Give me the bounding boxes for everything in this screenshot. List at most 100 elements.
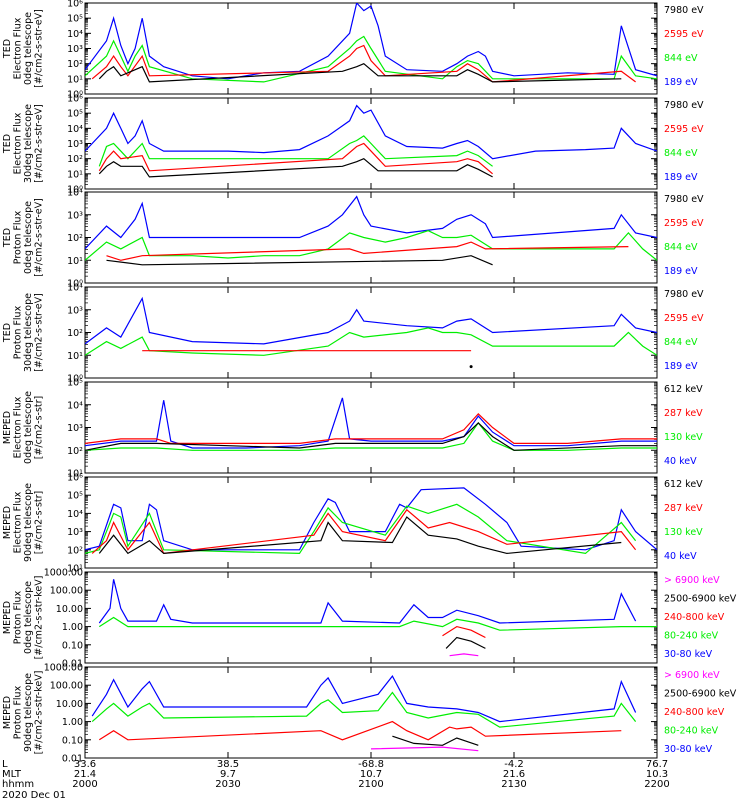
xaxis-row-label-l: L: [2, 759, 8, 770]
series-40-kev: [85, 487, 657, 551]
series-612-kev: [85, 422, 657, 451]
legend-item: 40 keV: [664, 456, 697, 467]
legend-item: 189 eV: [664, 361, 698, 372]
y-axis-label-line: Proton Flux: [13, 685, 24, 739]
legend-item: 7980 eV: [664, 5, 704, 16]
y-axis-label-line: TED: [2, 134, 13, 154]
x-tick-label-hhmm: 2000: [72, 779, 97, 790]
y-axis-label-line: 30deg telescope: [23, 293, 34, 372]
y-tick-label: 10⁶: [67, 0, 83, 10]
y-axis-label: TED Proton Flux 30deg telescope [#/cm2-s-st…: [2, 293, 45, 372]
series-group: [85, 104, 657, 178]
legend-item: > 6900 keV: [664, 670, 720, 681]
y-tick-label: 10¹: [67, 564, 83, 575]
series-40-kev: [85, 397, 657, 449]
y-axis-label-line: 0deg telescope: [23, 581, 34, 654]
legend-item: 2595 eV: [664, 29, 704, 40]
y-tick-label: 10⁴: [67, 400, 83, 411]
y-tick-label: 1000.00: [44, 568, 83, 579]
series-189-ev: [85, 104, 657, 160]
legend-item: 130 keV: [664, 527, 703, 538]
series-130-kev: [85, 503, 637, 555]
y-tick-label: 10¹: [67, 169, 83, 180]
y-axis-label: MEPED Proton Flux 0deg telescope [#/cm2-s-s…: [2, 576, 45, 660]
legend-item: 7980 eV: [664, 100, 704, 111]
y-tick-label: 10²: [67, 328, 83, 339]
y-axis-label-line: 90deg telescope: [23, 483, 34, 562]
x-tick-label-mlt: 10.7: [360, 769, 382, 780]
panel-6: 10¹ 10² 10³ 10⁴ 10⁵ 10⁶ MEPED Electron Flux 90de…: [2, 473, 703, 575]
legend-item: 30-80 keV: [664, 744, 713, 755]
series-2500-6900-kev: [445, 636, 486, 649]
legend-item: 287 keV: [664, 408, 703, 419]
y-axis-label-line: MEPED: [2, 411, 13, 444]
y-tick-label: 10.00: [56, 699, 83, 710]
y-axis-label-line: Proton Flux: [13, 210, 24, 264]
series-2500-6900-kev: [392, 735, 479, 746]
y-axis-label: TED Proton Flux 0deg telescope [#/cm2-s-str…: [2, 198, 45, 277]
y-tick-label: 10⁵: [67, 378, 83, 389]
x-tick-label-l: -68.8: [358, 759, 384, 770]
y-tick-label: 10¹: [67, 256, 83, 267]
y-tick-label: 10⁴: [67, 124, 83, 135]
legend-item: 2595 eV: [664, 313, 704, 324]
panel-frame: [84, 666, 658, 759]
legend-item: 612 keV: [664, 384, 703, 395]
y-axis-label: TED Electron Flux 0deg telescope [#/cm2-s-s…: [2, 9, 45, 88]
series-group: [85, 195, 657, 266]
y-axis-label-line: [#/cm2-s-str-eV]: [34, 198, 45, 277]
y-tick-label: 10²: [67, 59, 83, 70]
legend-item: 2500-6900 keV: [664, 594, 737, 605]
y-axis-label-line: MEPED: [2, 696, 13, 729]
legend-item: 240-800 keV: [664, 612, 725, 623]
y-tick-label: 10⁰: [67, 185, 83, 196]
x-tick-label-l: -4.2: [504, 759, 524, 770]
series-844-ev: [85, 35, 657, 83]
y-tick-label: 10²: [67, 154, 83, 165]
y-tick-label: 10¹: [67, 469, 83, 480]
y-tick-label: 10²: [67, 446, 83, 457]
y-axis-label-line: [#/cm2-s-str-eV]: [34, 104, 45, 183]
y-axis-label-line: Proton Flux: [13, 305, 24, 359]
y-tick-label: 10⁶: [67, 94, 83, 105]
y-axis-label-line: MEPED: [2, 601, 13, 634]
y-axis-label-line: TED: [2, 228, 13, 248]
series-130-kev: [85, 421, 657, 451]
panel-1: 10⁰ 10¹ 10² 10³ 10⁴ 10⁵ 10⁶ TED Electron Flux 0de…: [2, 0, 704, 101]
y-axis-label-line: 0deg telescope: [23, 391, 34, 464]
y-tick-label: 10.00: [56, 604, 83, 615]
y-tick-label: 10⁴: [67, 188, 83, 199]
plot-panels: 10⁰ 10¹ 10² 10³ 10⁴ 10⁵ 10⁶ TED Electron Flux 0de…: [2, 0, 737, 765]
legend-item: 80-240 keV: [664, 631, 719, 642]
legend-item: 2500-6900 keV: [664, 689, 737, 700]
legend-item: 189 eV: [664, 77, 698, 88]
x-tick-label-hhmm: 2200: [644, 779, 669, 790]
y-axis-label-line: 0deg telescope: [23, 201, 34, 274]
legend-item: 844 eV: [664, 337, 698, 348]
y-axis-label-line: TED: [2, 323, 13, 343]
y-tick-label: 10⁴: [67, 29, 83, 40]
y-axis-label-line: [#/cm2-s-str-eV]: [34, 9, 45, 88]
y-axis-label-line: [#/cm2-s-str-keV]: [34, 576, 45, 660]
y-axis-label-line: TED: [2, 39, 13, 59]
legend-item: 844 eV: [664, 53, 698, 64]
legend-item: 130 keV: [664, 432, 703, 443]
y-tick-label: 10⁰: [67, 374, 83, 385]
y-tick-label: 10¹: [67, 351, 83, 362]
series-80-240-kev: [91, 691, 637, 728]
legend-item: 7980 eV: [664, 289, 704, 300]
x-tick-label-l: 76.7: [646, 759, 668, 770]
legend-item: 189 eV: [664, 266, 698, 277]
panel-frame: [84, 286, 658, 379]
y-tick-label: 1000.00: [44, 663, 83, 674]
legend-item: 30-80 keV: [664, 649, 713, 660]
series-612-kev: [98, 516, 622, 555]
y-tick-label: 10⁰: [67, 90, 83, 101]
y-axis-label: MEPED Proton Flux 90deg telescope [#/cm2-s-…: [2, 671, 45, 755]
legend-item: 80-240 keV: [664, 726, 719, 737]
y-axis-label-line: [#/cm2-s-str-keV]: [34, 671, 45, 755]
y-tick-label: 10³: [67, 44, 83, 55]
